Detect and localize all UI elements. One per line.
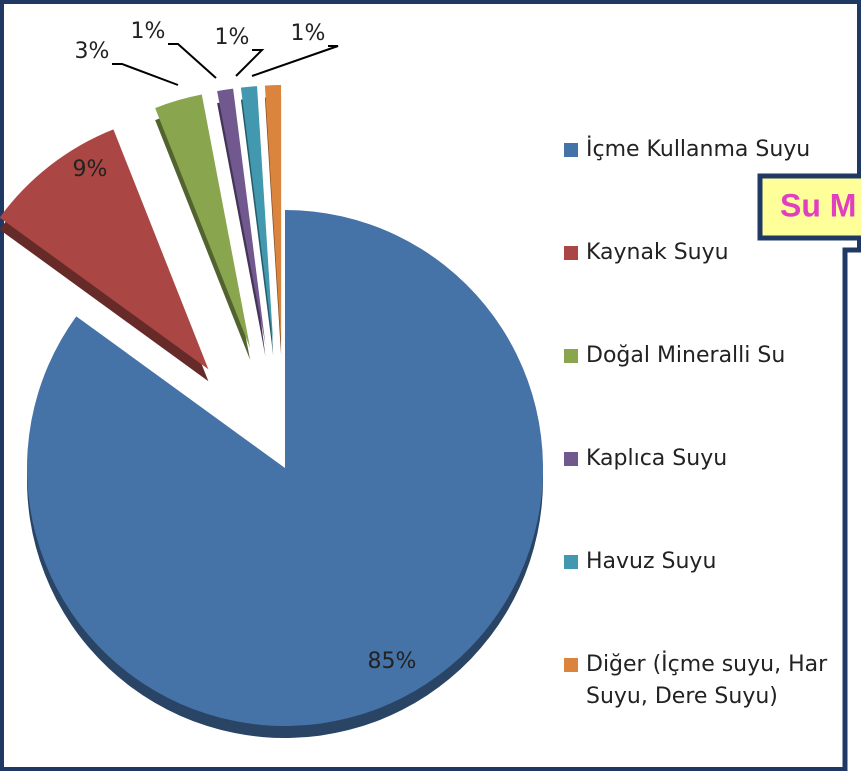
legend-swatch (564, 143, 578, 157)
legend-swatch (564, 246, 578, 260)
slice-side (240, 98, 274, 356)
legend-label: Kaynak Suyu (586, 240, 729, 265)
data-label: 1% (291, 21, 326, 46)
slice-side (155, 106, 251, 360)
legend-label: Doğal Mineralli Su (586, 343, 785, 368)
overlay-panel (842, 247, 861, 771)
overlay-title: Su M (780, 187, 856, 223)
leader-line (112, 63, 179, 86)
data-label: 85% (368, 649, 417, 674)
slice (240, 86, 274, 344)
legend-label: Kaplıca Suyu (586, 446, 727, 471)
data-label: 1% (215, 25, 250, 50)
legend-swatch (564, 658, 578, 672)
legend-swatch (564, 349, 578, 363)
slice (264, 85, 282, 344)
legend: İçme Kullanma Suyu Kaynak Suyu Doğal Miner… (564, 136, 828, 709)
slice (26, 210, 544, 726)
slice-side (217, 100, 266, 357)
data-label: 1% (131, 19, 166, 44)
leader-line (168, 43, 217, 79)
overlay-box (757, 173, 861, 241)
legend-label: Diğer (İçme suyu, Har Suyu, Dere Suyu) (586, 651, 828, 709)
legend-swatch (564, 555, 578, 569)
legend-label: Havuz Suyu (586, 549, 716, 574)
slice (217, 88, 266, 345)
slice (0, 129, 209, 370)
data-label: 9% (73, 157, 108, 182)
leader-line (251, 45, 339, 77)
data-label: 3% (75, 39, 110, 64)
slice (155, 94, 251, 348)
legend-label: İçme Kullanma Suyu (586, 136, 810, 162)
pie: 85% 9% 3% 1% 1% 1% (0, 19, 544, 738)
legend-swatch (564, 452, 578, 466)
leader-line (235, 49, 265, 77)
